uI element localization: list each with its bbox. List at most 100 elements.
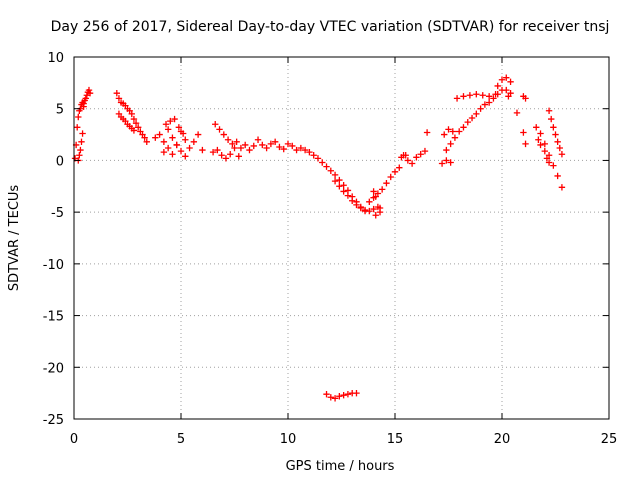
y-tick-label: -20 xyxy=(43,361,64,376)
data-point xyxy=(74,124,81,131)
data-point xyxy=(537,141,544,149)
series-outlier xyxy=(372,204,384,219)
data-point xyxy=(259,141,266,149)
data-point xyxy=(323,390,330,398)
y-tick-label: -15 xyxy=(43,310,64,325)
series-descent xyxy=(297,144,377,215)
data-point xyxy=(438,160,446,167)
data-point xyxy=(404,157,412,164)
data-point xyxy=(173,141,180,149)
data-point xyxy=(466,92,474,99)
data-point xyxy=(413,154,420,161)
data-point xyxy=(162,121,170,128)
data-point xyxy=(214,146,221,154)
data-point xyxy=(361,207,369,215)
data-point xyxy=(323,163,330,170)
series-arc-21h xyxy=(513,93,529,117)
data-point xyxy=(336,183,343,190)
data-point xyxy=(229,140,236,148)
data-point xyxy=(113,90,120,97)
y-tick-label: 5 xyxy=(56,103,64,118)
data-point xyxy=(179,130,187,137)
data-point xyxy=(485,99,493,106)
data-point xyxy=(327,167,334,174)
data-point xyxy=(340,392,347,399)
data-point xyxy=(280,145,287,153)
data-point xyxy=(231,144,238,152)
data-point xyxy=(370,205,377,213)
data-point xyxy=(250,142,257,150)
series-rise xyxy=(443,86,506,154)
series-low-arc xyxy=(323,389,360,402)
data-point xyxy=(169,134,176,141)
data-point xyxy=(344,192,352,199)
data-point xyxy=(216,126,223,133)
data-point xyxy=(349,197,356,204)
y-tick-label: 0 xyxy=(56,154,64,169)
data-point xyxy=(421,147,429,155)
data-point xyxy=(548,115,555,123)
data-point xyxy=(485,93,493,100)
data-point xyxy=(242,141,249,149)
data-point xyxy=(254,136,262,143)
y-axis: -25 -20 -15 -10 -5 0 5 10 xyxy=(43,51,609,428)
data-point xyxy=(554,172,561,180)
x-tick-label: 0 xyxy=(70,432,78,447)
data-point xyxy=(387,173,394,181)
data-point xyxy=(77,146,84,154)
data-point xyxy=(212,121,219,128)
data-point xyxy=(447,140,454,148)
data-point xyxy=(132,119,140,127)
data-point xyxy=(537,130,544,137)
y-tick-label: -5 xyxy=(51,206,64,221)
data-point xyxy=(357,204,364,212)
chart-title: Day 256 of 2017, Sidereal Day-to-day VTE… xyxy=(51,19,610,35)
x-tick-label: 5 xyxy=(177,432,185,447)
data-point xyxy=(182,153,189,160)
data-point xyxy=(218,152,225,159)
data-point xyxy=(417,151,424,158)
data-point xyxy=(85,86,93,94)
data-point xyxy=(366,198,373,205)
data-point xyxy=(533,124,540,131)
x-tick-label: 10 xyxy=(280,432,297,447)
data-point xyxy=(372,193,379,200)
data-point xyxy=(513,109,521,117)
series-arc-22h-b xyxy=(545,107,566,158)
data-point xyxy=(383,179,390,187)
data-point xyxy=(271,138,279,146)
data-point xyxy=(550,124,557,131)
data-point xyxy=(340,182,347,189)
data-point xyxy=(443,146,450,154)
data-point xyxy=(451,134,459,141)
data-point xyxy=(353,389,360,397)
series-arc-0.2h xyxy=(75,130,86,164)
data-point xyxy=(441,131,448,138)
series-arc-20.5h xyxy=(503,86,514,100)
data-point xyxy=(331,177,339,185)
data-point xyxy=(541,140,548,148)
data-point xyxy=(306,148,313,156)
data-point xyxy=(175,124,183,131)
data-point xyxy=(494,82,501,90)
series-arc-7h-b xyxy=(209,144,242,162)
data-point xyxy=(545,159,553,166)
data-point xyxy=(473,91,480,98)
data-point xyxy=(443,157,450,164)
series-arc-2h-b xyxy=(115,110,138,134)
data-point xyxy=(156,131,163,138)
data-point xyxy=(115,95,123,102)
plot-frame xyxy=(73,56,610,420)
data-point xyxy=(520,129,527,136)
data-point xyxy=(408,160,416,167)
data-point xyxy=(558,151,566,158)
series-arc-7h xyxy=(212,121,300,154)
series-arc-16.5h xyxy=(423,129,431,136)
data-point xyxy=(468,114,476,122)
data-point xyxy=(445,126,452,133)
data-point xyxy=(227,151,234,158)
data-point xyxy=(479,92,486,99)
data-point xyxy=(233,138,240,146)
data-marks xyxy=(71,74,566,402)
data-point xyxy=(143,138,150,146)
